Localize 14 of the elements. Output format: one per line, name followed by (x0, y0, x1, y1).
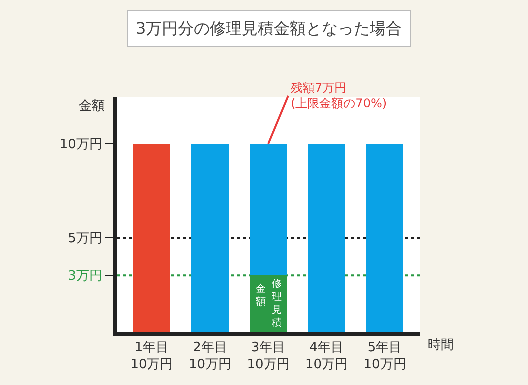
x-tick-label: 2年目 10万円 (188, 340, 232, 372)
x-tick-label: 5年目 10万円 (364, 340, 406, 372)
y-tick-label: 10万円 (60, 138, 102, 153)
x-axis-title: 時間 (428, 338, 454, 353)
x-tick-label: 1年目 10万円 (130, 340, 174, 372)
x-tick-label: 3年目 10万円 (247, 340, 290, 372)
annotation: 修理見積 (272, 279, 282, 329)
y-tick-label: 5万円 (68, 232, 102, 247)
y-tick-label: 3万円 (68, 269, 102, 284)
annotation: 残額7万円 (上限金額の70%) (291, 81, 388, 111)
x-tick-label: 4年目 10万円 (305, 340, 348, 372)
y-axis-title: 金額 (79, 99, 105, 114)
chart-title: 3万円分の修理見積金額となった場合 (136, 19, 402, 38)
annotation: 金額 (256, 283, 266, 308)
